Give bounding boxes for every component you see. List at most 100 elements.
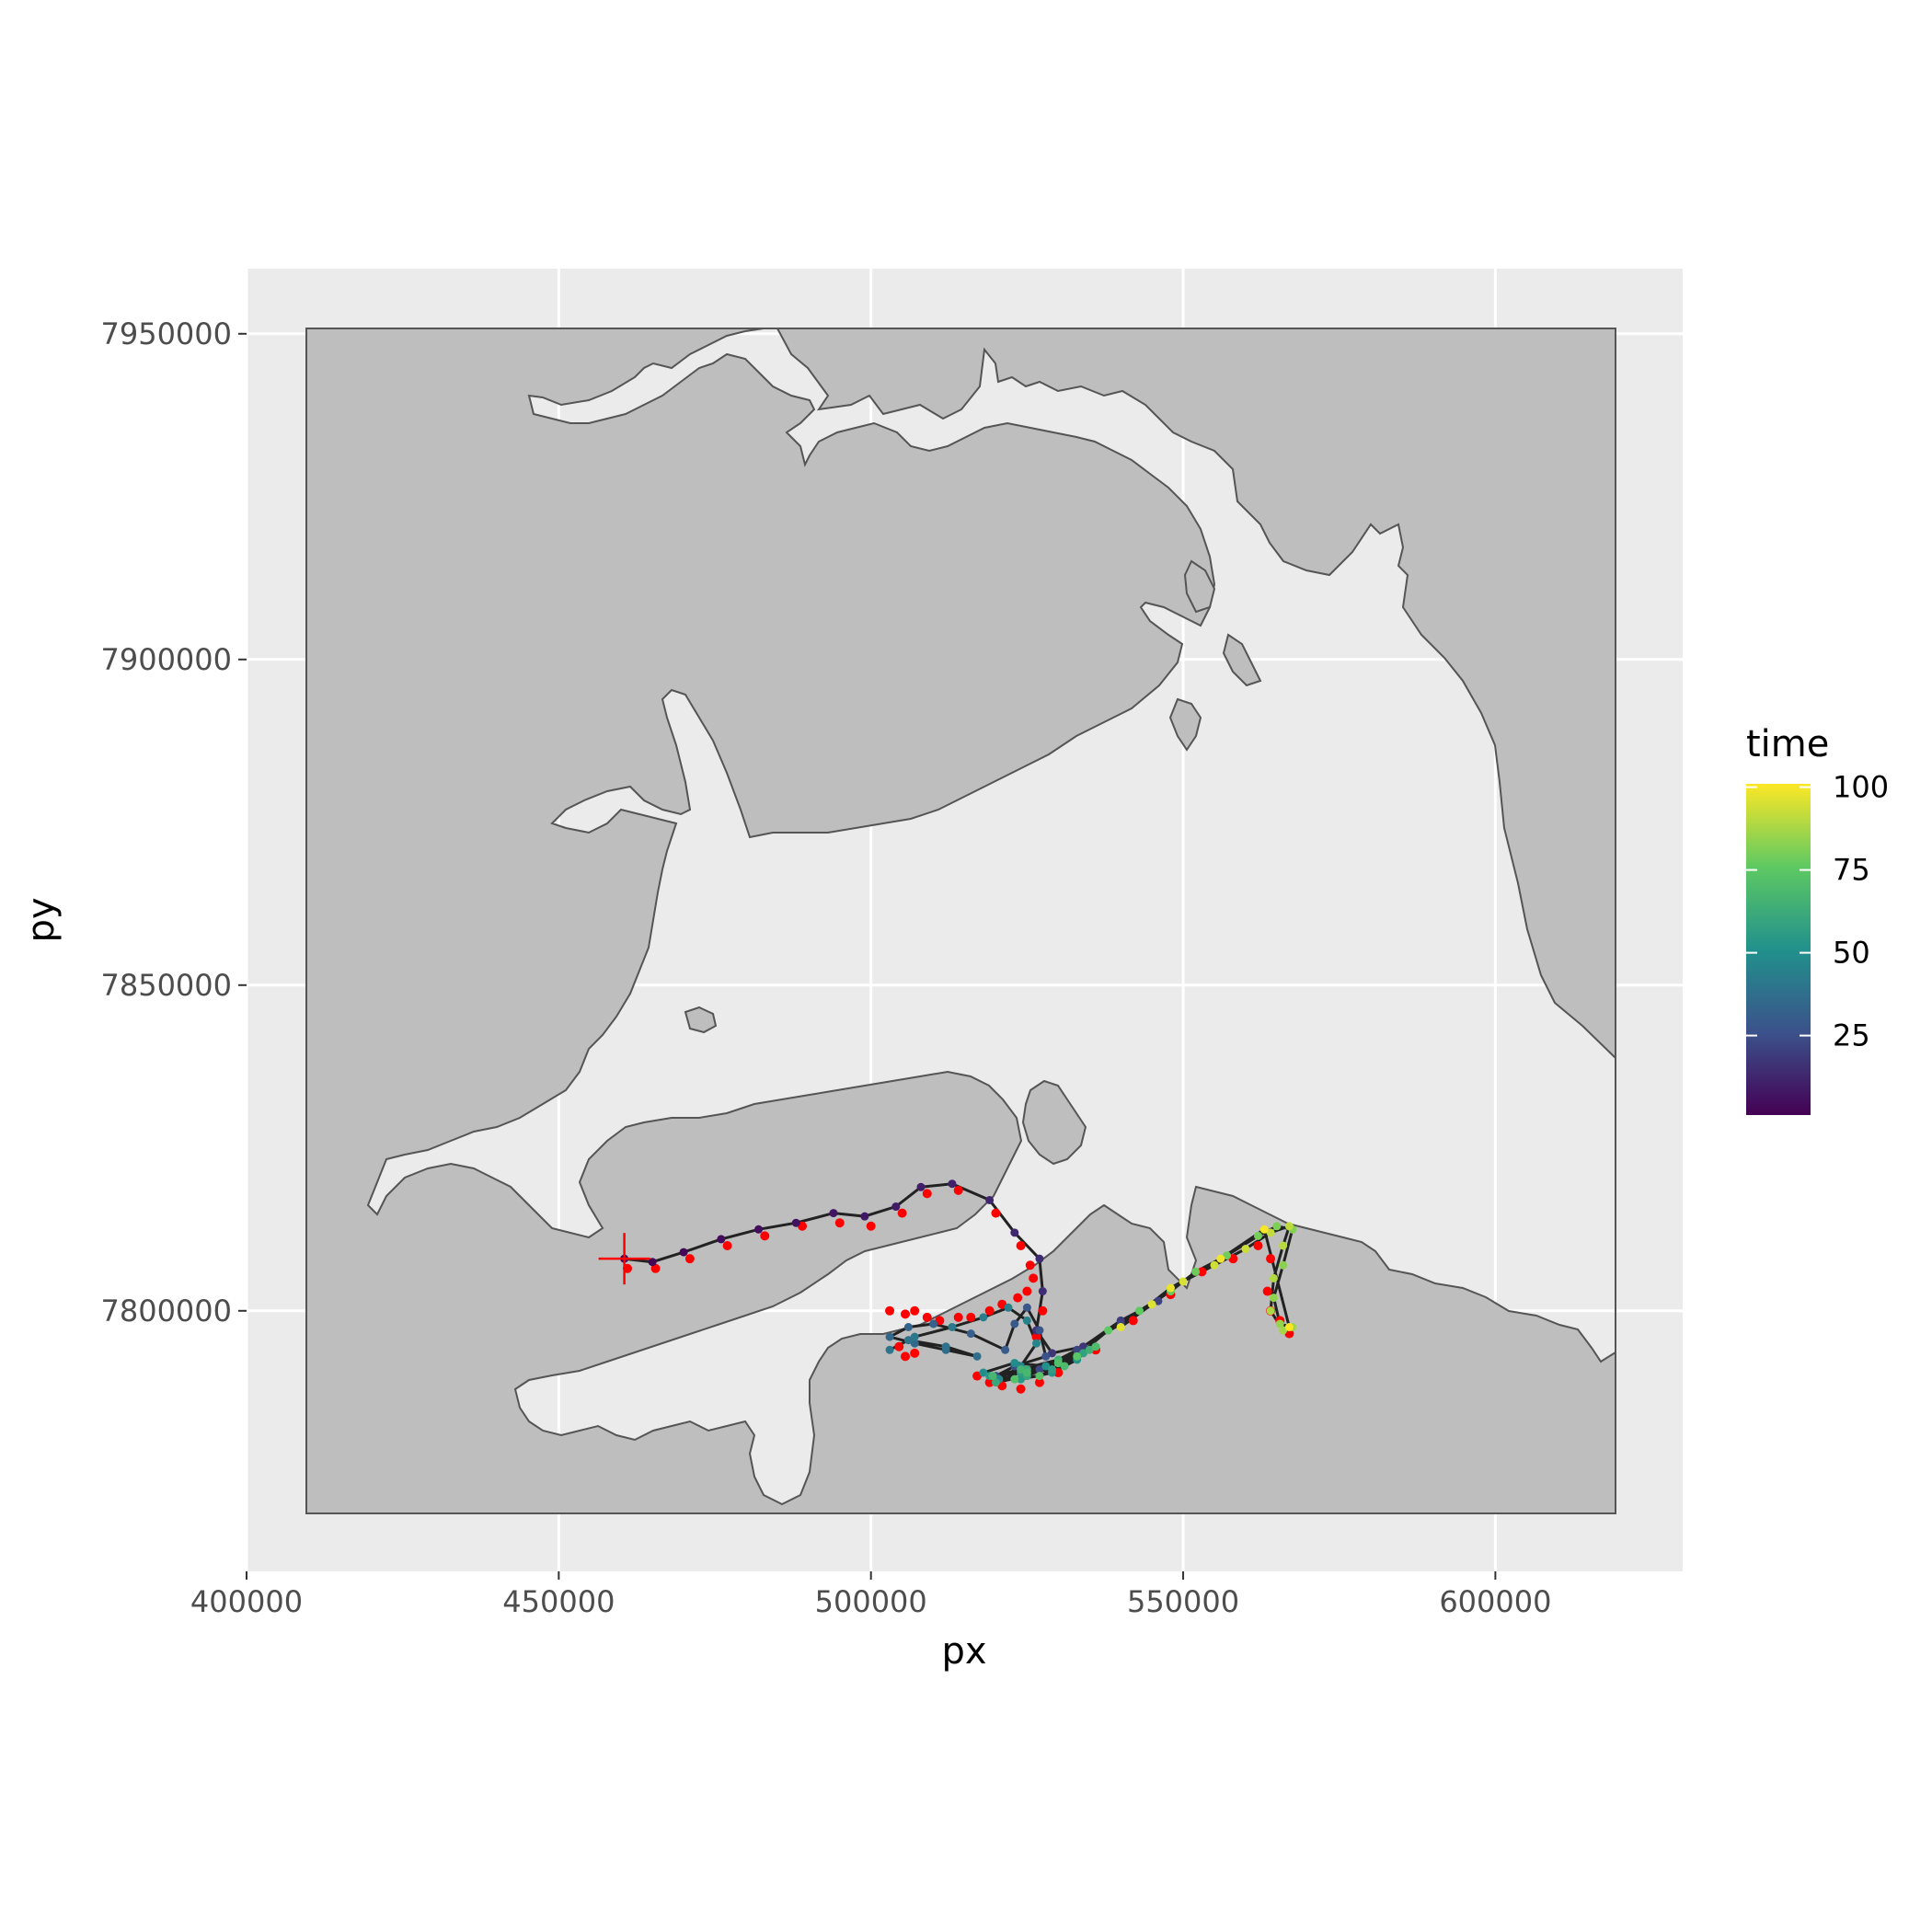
track-point — [885, 1332, 894, 1341]
track-point — [966, 1329, 975, 1339]
observation-point — [953, 1185, 963, 1195]
track-point — [1191, 1267, 1201, 1276]
observation-point — [984, 1305, 995, 1316]
observation-point — [910, 1305, 920, 1316]
y-tick-label: 7800000 — [100, 1294, 232, 1328]
track-point — [1073, 1345, 1082, 1354]
track-point — [1284, 1323, 1294, 1331]
observation-point — [1038, 1305, 1048, 1316]
track-point — [1216, 1254, 1225, 1263]
legend: time 25 50 75 100 — [1746, 723, 1889, 1115]
track-point — [891, 1202, 901, 1212]
x-tick-label: 500000 — [815, 1584, 927, 1619]
track-point — [1041, 1351, 1051, 1361]
track-point — [985, 1195, 995, 1204]
observation-point — [1031, 1332, 1041, 1342]
legend-label: 50 — [1833, 936, 1870, 971]
x-tick-label: 450000 — [502, 1584, 615, 1619]
y-tick-label: 7950000 — [100, 316, 232, 351]
island — [1222, 633, 1262, 687]
observation-point — [834, 1218, 845, 1228]
track-point — [860, 1212, 869, 1221]
track-point — [991, 1378, 1000, 1387]
track-point — [1004, 1303, 1013, 1312]
start-location-marker — [598, 1233, 650, 1285]
land-polygons — [305, 328, 1616, 1514]
track-point — [829, 1209, 838, 1218]
track-point — [1266, 1306, 1275, 1316]
track-point — [1269, 1294, 1278, 1303]
track-point — [1104, 1326, 1113, 1335]
legend-title: time — [1746, 723, 1829, 765]
track-point — [1041, 1362, 1051, 1371]
track-point — [1053, 1358, 1063, 1367]
legend-label: 25 — [1833, 1018, 1870, 1053]
observation-point — [894, 1341, 904, 1351]
track-point — [1010, 1374, 1019, 1384]
x-axis: 400000 450000 500000 550000 600000 — [190, 1571, 1551, 1619]
legend-ticks: 25 50 75 100 — [1746, 770, 1889, 1053]
track-points — [620, 1179, 1297, 1387]
observation-point — [684, 1254, 695, 1264]
track-point — [1078, 1349, 1087, 1358]
track-point — [910, 1332, 919, 1341]
observation-point — [1253, 1241, 1263, 1250]
island — [1168, 697, 1202, 752]
track-point — [988, 1372, 997, 1381]
track-point — [929, 1319, 938, 1328]
observation-point — [1016, 1384, 1026, 1394]
observation-point — [991, 1208, 1001, 1218]
x-tick-label: 600000 — [1439, 1584, 1551, 1619]
track-point — [979, 1368, 988, 1377]
track-point — [1179, 1277, 1188, 1286]
observation-point — [760, 1231, 770, 1241]
observation-point — [953, 1312, 963, 1322]
x-tick-label: 550000 — [1127, 1584, 1239, 1619]
observation-point — [1128, 1316, 1138, 1326]
observation-point — [984, 1377, 995, 1387]
track-point — [1259, 1225, 1269, 1234]
track-point — [1035, 1326, 1044, 1335]
track-point — [1253, 1231, 1262, 1240]
track-point — [948, 1323, 957, 1331]
track-point — [1275, 1319, 1284, 1328]
track-point — [1017, 1374, 1026, 1384]
track-point — [1022, 1368, 1031, 1377]
track-point — [1279, 1260, 1288, 1270]
observation-point — [1022, 1286, 1032, 1296]
observation-point — [910, 1348, 920, 1358]
track-point — [1279, 1241, 1288, 1250]
track-point — [1210, 1260, 1219, 1270]
track-point — [1147, 1300, 1156, 1309]
observation-point — [1197, 1267, 1207, 1277]
track-point — [979, 1313, 988, 1322]
island — [1021, 1079, 1087, 1166]
observation-point — [901, 1309, 911, 1319]
track-point — [1272, 1222, 1282, 1231]
observation-point — [1016, 1241, 1026, 1250]
observation-point — [1262, 1286, 1272, 1296]
observation-point — [866, 1221, 876, 1231]
track-point — [1223, 1251, 1232, 1260]
track-point — [885, 1345, 894, 1354]
track-point — [791, 1218, 800, 1227]
track-point — [1085, 1345, 1094, 1354]
observation-point — [885, 1305, 895, 1316]
x-axis-title: px — [941, 1630, 986, 1673]
track-point — [1048, 1365, 1057, 1374]
track-point — [941, 1342, 950, 1351]
observation-point — [1029, 1273, 1039, 1283]
y-tick-label: 7850000 — [100, 968, 232, 1003]
y-axis: 7800000 7850000 7900000 7950000 — [100, 316, 247, 1328]
island — [1183, 559, 1216, 614]
track-point — [1154, 1296, 1163, 1305]
track-point — [916, 1182, 926, 1191]
track-point — [1022, 1316, 1031, 1325]
track-point — [1038, 1287, 1047, 1296]
track-point — [1035, 1365, 1044, 1374]
observation-point — [922, 1312, 932, 1322]
track-point — [1279, 1326, 1288, 1335]
track-point — [1010, 1228, 1019, 1237]
track-point — [648, 1258, 657, 1267]
